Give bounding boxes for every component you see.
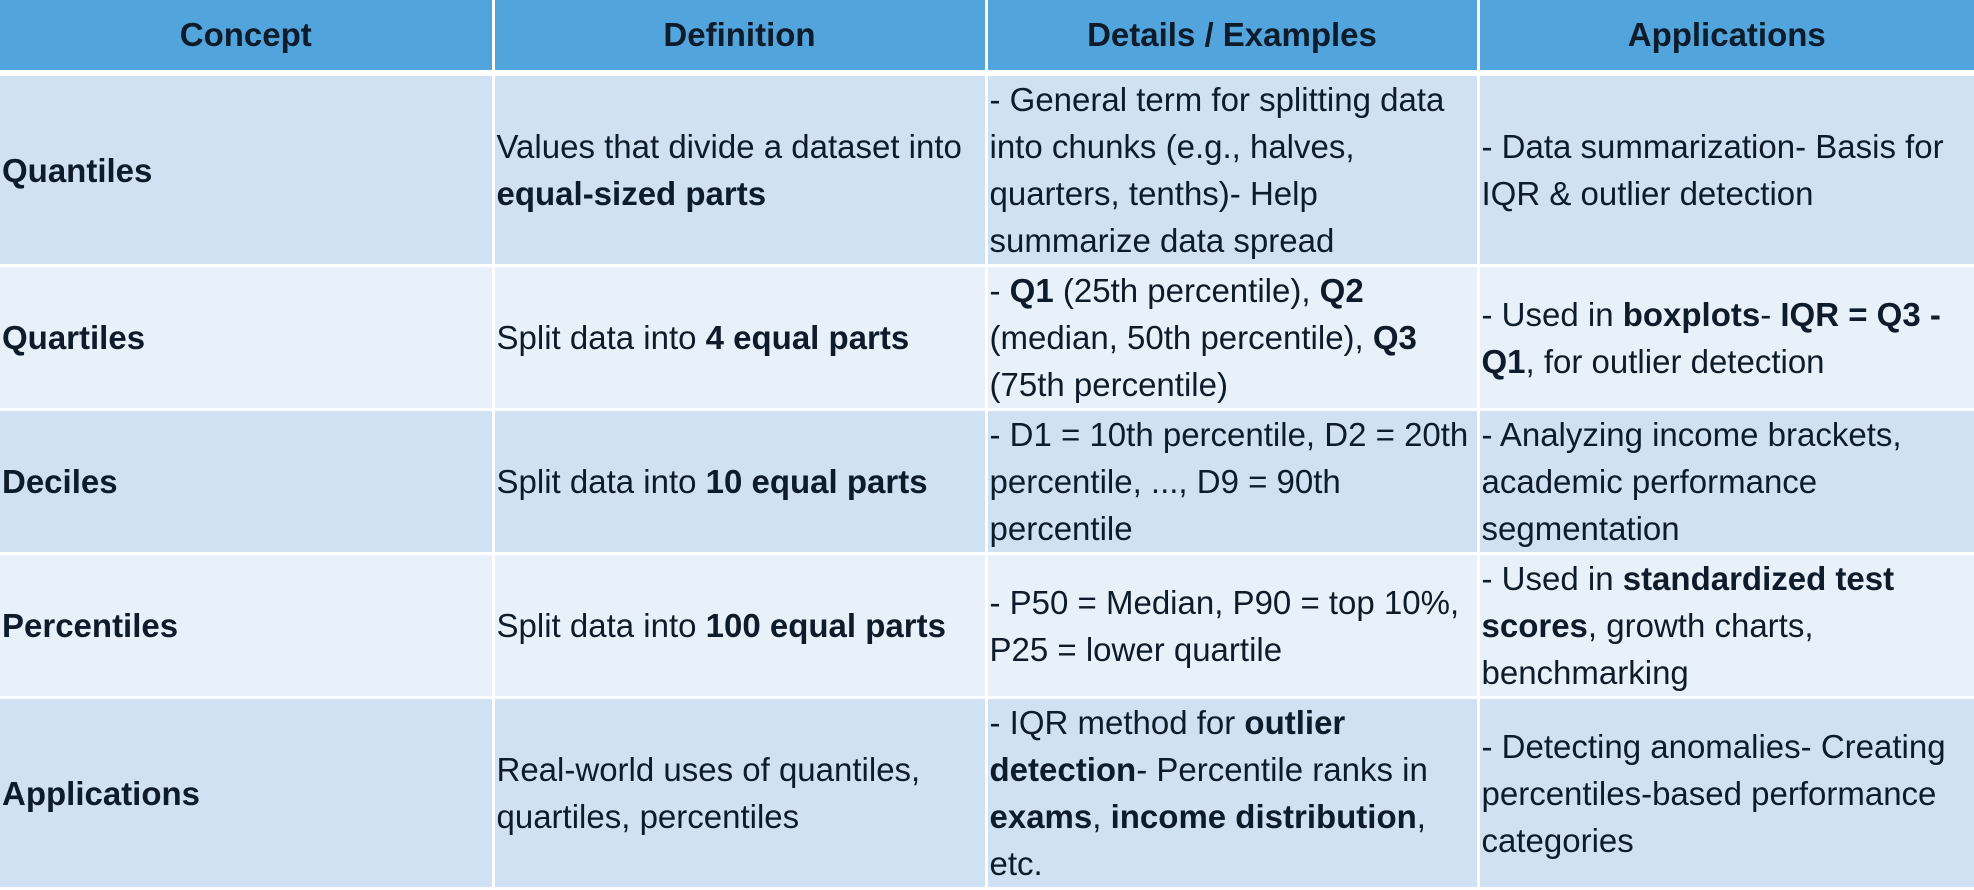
header-applications: Applications	[1478, 0, 1974, 76]
text-run: (75th percentile)	[989, 366, 1228, 403]
bold-text: outlier detection	[989, 704, 1346, 788]
definition-cell: Real-world uses of quantiles, quartiles,…	[493, 697, 988, 890]
applications-cell: - Data summarization- Basis for IQR & ou…	[1478, 73, 1974, 267]
text-run: (25th percentile),	[1053, 272, 1320, 309]
concept-cell: Percentiles	[0, 553, 495, 699]
text-run: - Percentile ranks in	[1136, 751, 1428, 788]
header-row: Concept Definition Details / Examples Ap…	[0, 0, 1974, 76]
bold-text: 100 equal parts	[705, 607, 946, 644]
text-run: - Used in	[1481, 295, 1623, 333]
bold-text: income distribution	[1110, 798, 1417, 835]
applications-cell: - Analyzing income brackets, academic pe…	[1478, 409, 1974, 555]
definition-cell: Split data into 4 equal parts	[493, 265, 988, 411]
bold-text: exams	[989, 798, 1093, 835]
details-cell: - P50 = Median, P90 = top 10%, P25 = low…	[986, 553, 1480, 699]
definition-cell: Split data into 100 equal parts	[493, 553, 988, 699]
header-details: Details / Examples	[986, 0, 1480, 76]
text-run: Values that divide a dataset into	[496, 128, 962, 165]
table-row: Quartiles Split data into 4 equal parts …	[0, 265, 1974, 411]
bold-text: Q3	[1372, 319, 1417, 356]
concept-cell: Applications	[0, 697, 495, 890]
table-row: Deciles Split data into 10 equal parts -…	[0, 409, 1974, 555]
definition-cell: Split data into 10 equal parts	[493, 409, 988, 555]
applications-cell: - Detecting anomalies- Creating percenti…	[1478, 697, 1974, 890]
text-run: Split data into	[496, 463, 706, 500]
text-run: -	[1760, 295, 1781, 333]
table-row: Percentiles Split data into 100 equal pa…	[0, 553, 1974, 699]
definition-cell: Values that divide a dataset into equal-…	[493, 73, 988, 267]
text-run: -	[989, 272, 1010, 309]
text-run: - D1 = 10th percentile, D2 = 20th percen…	[989, 416, 1469, 547]
text-run: (median, 50th percentile),	[989, 319, 1373, 356]
bold-text: IQR = Q3 - Q1	[1481, 295, 1941, 380]
text-run: - General term for splitting data into c…	[989, 81, 1445, 259]
text-run: Split data into	[496, 607, 706, 644]
text-run: , for outlier detection	[1525, 342, 1825, 380]
text-run: Split data into	[496, 319, 706, 356]
text-run: , etc.	[989, 798, 1426, 882]
text-run: - Detecting anomalies- Creating percenti…	[1481, 727, 1946, 859]
header-concept: Concept	[0, 0, 495, 76]
text-run: - IQR method for	[989, 704, 1245, 741]
text-run: Real-world uses of quantiles, quartiles,…	[496, 751, 921, 835]
details-cell: - D1 = 10th percentile, D2 = 20th percen…	[986, 409, 1480, 555]
text-run: - Analyzing income brackets, academic pe…	[1481, 416, 1902, 547]
details-cell: - Q1 (25th percentile), Q2 (median, 50th…	[986, 265, 1480, 411]
bold-text: boxplots	[1622, 295, 1761, 333]
text-run: - Used in	[1481, 560, 1623, 597]
applications-cell: - Used in standardized test scores, grow…	[1478, 553, 1974, 699]
table-row: Applications Real-world uses of quantile…	[0, 697, 1974, 890]
bold-text: standardized test scores	[1481, 560, 1895, 644]
bold-text: 10 equal parts	[705, 463, 928, 500]
text-run: - Data summarization- Basis for IQR & ou…	[1481, 128, 1944, 212]
bold-text: 4 equal parts	[705, 319, 910, 356]
text-run: ,	[1092, 798, 1111, 835]
concept-cell: Deciles	[0, 409, 495, 555]
concept-cell: Quantiles	[0, 73, 495, 267]
bold-text: Q2	[1319, 272, 1364, 309]
details-cell: - IQR method for outlier detection- Perc…	[986, 697, 1480, 890]
bold-text: equal-sized parts	[496, 175, 767, 212]
table-row: Quantiles Values that divide a dataset i…	[0, 73, 1974, 267]
applications-cell: - Used in boxplots- IQR = Q3 - Q1, for o…	[1478, 265, 1974, 411]
header-definition: Definition	[493, 0, 988, 76]
details-cell: - General term for splitting data into c…	[986, 73, 1480, 267]
concept-cell: Quartiles	[0, 265, 495, 411]
text-run: , growth charts, benchmarking	[1481, 607, 1814, 691]
text-run: - P50 = Median, P90 = top 10%, P25 = low…	[989, 583, 1460, 668]
bold-text: Q1	[1009, 272, 1054, 309]
